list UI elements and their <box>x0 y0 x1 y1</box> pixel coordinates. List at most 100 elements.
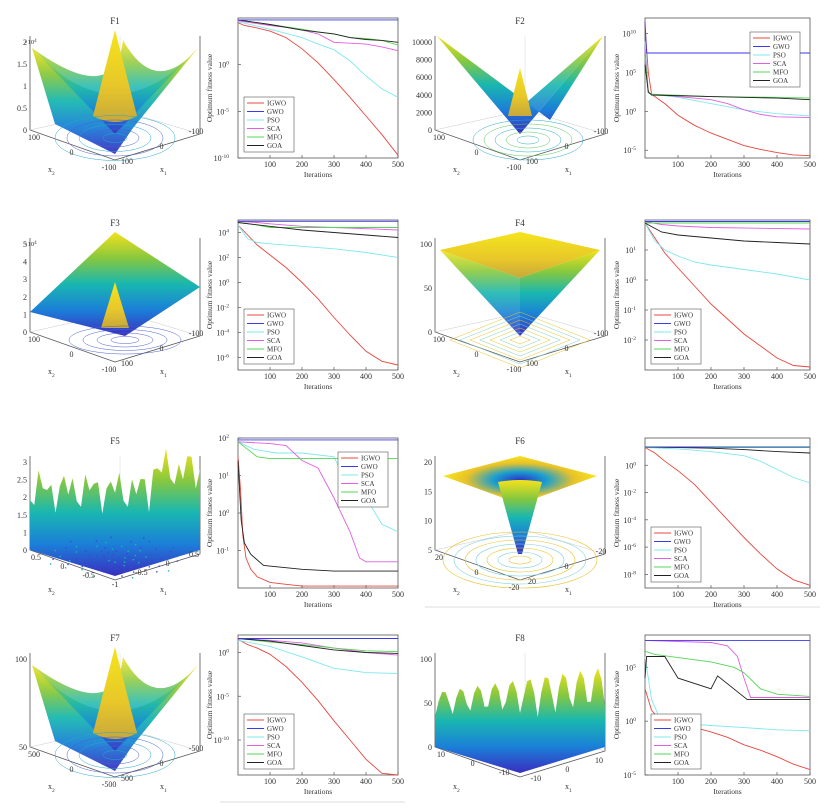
legend-label-pso: PSO <box>674 329 687 337</box>
contour-ring <box>505 131 551 149</box>
surface-mesh <box>435 668 605 773</box>
contour-ring <box>66 736 164 774</box>
legend-label-pso: PSO <box>674 734 687 742</box>
surface-plot-10: F6 5 10 15 20 20 0 -20 20 0 -20 x1 x2 <box>424 436 606 597</box>
contour-ring <box>110 336 140 344</box>
z-tick-label: 4 <box>23 258 27 267</box>
series-goa <box>644 656 810 701</box>
y-tick-label: -100 <box>102 163 117 172</box>
z-tick-label: 0 <box>428 126 432 135</box>
legend-box <box>243 713 295 770</box>
contour-dot <box>75 557 77 560</box>
x-tick-label: 200 <box>296 777 308 786</box>
legend-label-sca: SCA <box>674 337 688 345</box>
z-exponent: ×104 <box>24 241 37 249</box>
contour-ring <box>449 311 591 369</box>
x-axis-label: x1 <box>160 165 167 177</box>
x-axis-subscript: 1 <box>164 373 167 379</box>
y-axis-label: x2 <box>453 585 460 597</box>
x-tick-label: -100 <box>189 127 204 136</box>
legend-label-igwo: IGWO <box>267 312 286 320</box>
contour-ring <box>516 135 540 145</box>
legend-label-mfo: MFO <box>674 564 689 572</box>
x-axis-subscript: 1 <box>569 788 572 794</box>
x-tick-label: -0.5 <box>82 571 95 580</box>
surface-title: F1 <box>110 16 120 26</box>
legend-box <box>749 31 801 88</box>
x-axis-label: x1 <box>160 782 167 794</box>
series-igwo <box>237 224 399 366</box>
contour-dot <box>125 558 127 561</box>
surface-top <box>440 232 600 278</box>
x-tick-label: 200 <box>296 590 308 599</box>
y-axis-label: Optimum fitness value <box>205 478 214 547</box>
y-tick-label: 100 <box>625 107 636 116</box>
y-tick-exponent: -5 <box>631 771 636 777</box>
contour-dot <box>111 548 114 550</box>
contour-dot <box>101 559 104 561</box>
legend-label-gwo: GWO <box>361 463 378 471</box>
series-goa <box>237 19 399 43</box>
z-tick-label: 5 <box>428 546 432 555</box>
contour-dot <box>151 554 153 556</box>
plot-frame <box>237 219 399 371</box>
legend-label-igwo: IGWO <box>773 35 792 43</box>
x-tick-label: -1 <box>112 580 119 589</box>
y-axis-label: Optimum fitness value <box>612 53 621 122</box>
y-tick-label: 100 <box>433 335 445 344</box>
legend-label-igwo: IGWO <box>267 717 286 725</box>
surface-mesh <box>30 448 200 576</box>
contour-dot <box>96 563 98 565</box>
contour-dot <box>148 540 151 543</box>
box-frame <box>434 238 606 363</box>
contour-dot <box>95 565 97 568</box>
x-axis-label: Iterations <box>713 787 741 796</box>
contour-dot <box>125 552 128 555</box>
contour-dot <box>167 555 170 557</box>
contour-dot <box>49 563 52 565</box>
plot-frame <box>644 219 811 371</box>
y-tick-label: -500 <box>102 780 117 789</box>
contour-dot <box>69 559 71 562</box>
legend-label-pso: PSO <box>267 329 280 337</box>
surface-title: F3 <box>110 218 120 228</box>
contour-ring <box>497 551 543 569</box>
y-tick-label: 10-4 <box>216 329 229 338</box>
surface-title: F7 <box>110 633 120 643</box>
y-tick-exponent: -2 <box>224 304 229 310</box>
y-tick-label: 102 <box>218 254 229 263</box>
surface-peak <box>508 68 532 116</box>
x-tick-label: 0 <box>160 344 164 353</box>
x-tick-label: 20 <box>528 577 536 586</box>
y-axis-label: Optimum fitness value <box>612 260 621 329</box>
contour-ring <box>82 329 168 351</box>
y-tick-label: 0 <box>475 568 479 577</box>
series-mfo <box>644 650 811 697</box>
contour-dot <box>139 547 142 549</box>
z-tick-label: 4000 <box>416 91 432 100</box>
z-exponent-power: 4 <box>34 241 37 246</box>
x-tick-label: -20 <box>596 547 607 556</box>
x-axis-label: x1 <box>565 367 572 379</box>
contour-dot <box>99 568 101 570</box>
z-tick-label: 100 <box>15 655 27 664</box>
y-tick-label: 10-10 <box>214 736 230 745</box>
x-tick-label: 500 <box>804 777 816 786</box>
series-pso <box>644 222 811 281</box>
contour-ring <box>509 335 531 345</box>
contour-ring <box>475 543 565 577</box>
contour-dot <box>59 555 61 558</box>
series-goa <box>644 64 811 101</box>
y-tick-label: 100 <box>625 461 636 470</box>
contour-dot <box>110 566 113 568</box>
contour-dot <box>105 541 107 544</box>
x-tick-label: 400 <box>360 160 372 169</box>
x-axis-label: Iterations <box>304 787 332 796</box>
y-axis-label: Optimum fitness value <box>205 670 214 739</box>
y-axis-subscript: 2 <box>457 171 460 177</box>
x-tick-label: 100 <box>672 777 684 786</box>
x-tick-label: 300 <box>328 372 340 381</box>
